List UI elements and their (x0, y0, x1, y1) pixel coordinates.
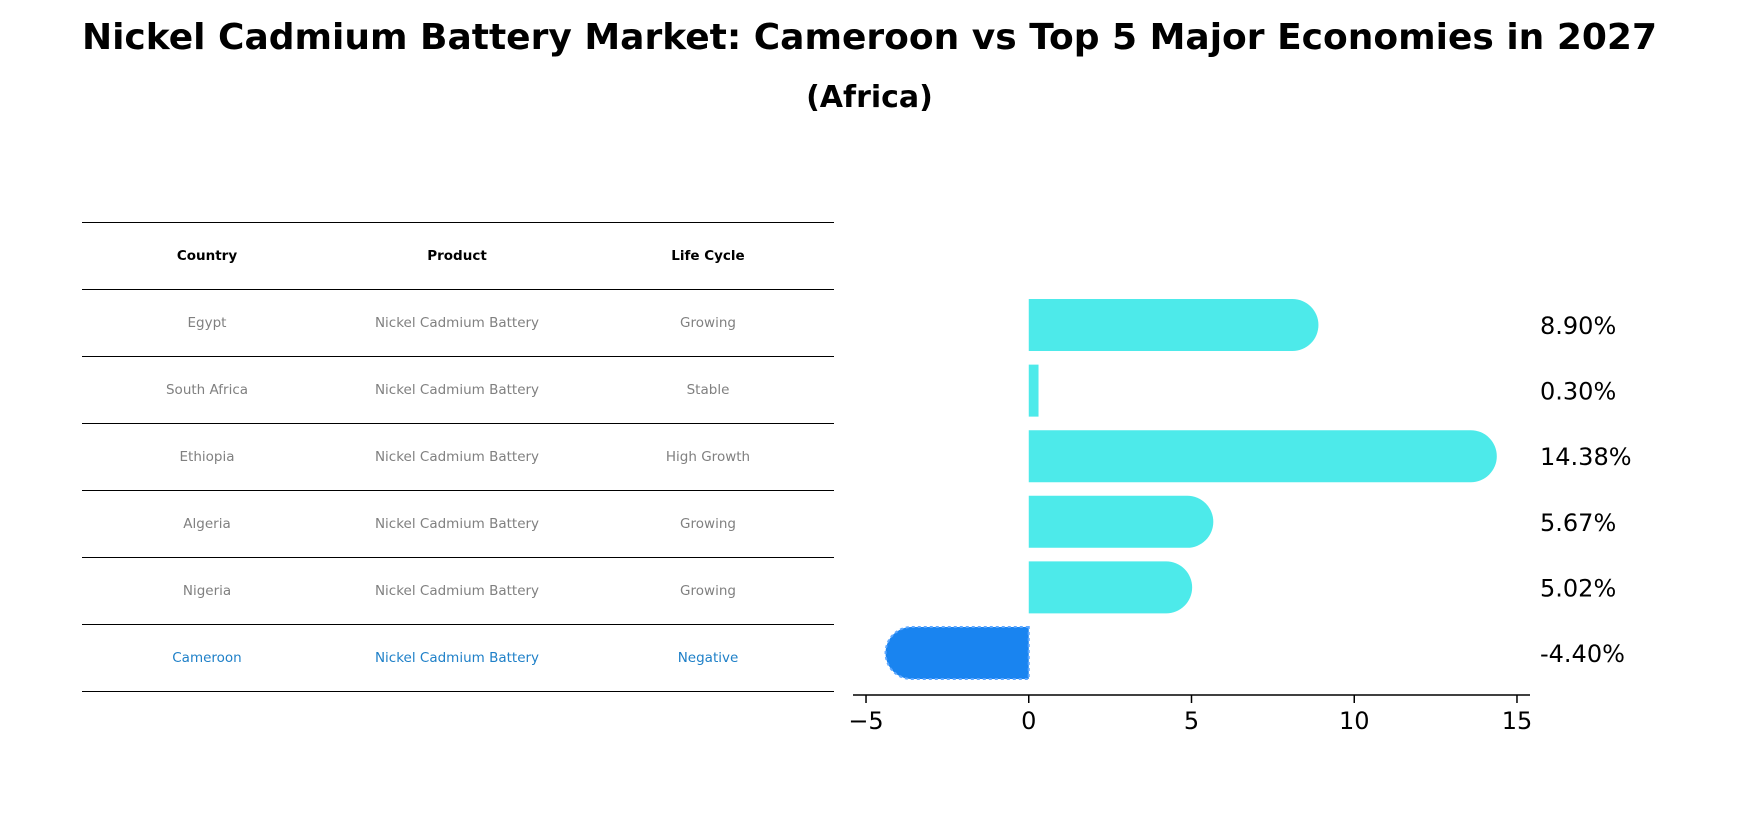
cell-life-cycle: Negative (582, 624, 834, 692)
bar-cameroon (884, 626, 1030, 680)
cell-product: Nickel Cadmium Battery (332, 624, 582, 692)
cell-country: South Africa (82, 356, 332, 424)
cell-country: Nigeria (82, 557, 332, 625)
cell-product: Nickel Cadmium Battery (332, 289, 582, 357)
bar-label-south-africa: 0.30% (1540, 378, 1616, 406)
cell-product: Nickel Cadmium Battery (332, 356, 582, 424)
chart-subtitle: (Africa) (806, 80, 933, 115)
cell-country: Ethiopia (82, 423, 332, 491)
cell-life-cycle: Growing (582, 289, 834, 357)
x-tick-label: 0 (1021, 707, 1036, 735)
table-row: Nigeria Nickel Cadmium Battery Growing (82, 557, 834, 625)
cell-life-cycle: High Growth (582, 423, 834, 491)
table-row: Algeria Nickel Cadmium Battery Growing (82, 490, 834, 558)
header-product: Product (332, 222, 582, 290)
table-row-highlight: Cameroon Nickel Cadmium Battery Negative (82, 624, 834, 692)
cell-product: Nickel Cadmium Battery (332, 423, 582, 491)
table-header-row: Country Product Life Cycle (82, 222, 834, 290)
cell-country: Cameroon (82, 624, 332, 692)
bar-ethiopia (1028, 430, 1497, 483)
bar-label-egypt: 8.90% (1540, 312, 1616, 340)
x-tick-label: 15 (1502, 707, 1533, 735)
bar-label-cameroon: -4.40% (1540, 640, 1625, 668)
bar-label-ethiopia: 14.38% (1540, 443, 1632, 471)
cell-product: Nickel Cadmium Battery (332, 557, 582, 625)
cell-life-cycle: Growing (582, 490, 834, 558)
bar-algeria (1028, 495, 1214, 548)
cell-life-cycle: Growing (582, 557, 834, 625)
header-country: Country (82, 222, 332, 290)
x-tick-label: 10 (1339, 707, 1370, 735)
cell-country: Algeria (82, 490, 332, 558)
country-table: Country Product Life Cycle Egypt Nickel … (82, 222, 834, 692)
cell-life-cycle: Stable (582, 356, 834, 424)
x-tick-label: −5 (848, 707, 883, 735)
chart-title: Nickel Cadmium Battery Market: Cameroon … (81, 17, 1658, 58)
bar-egypt (1028, 299, 1319, 351)
bar-south-africa (1028, 364, 1039, 417)
cell-product: Nickel Cadmium Battery (332, 490, 582, 558)
header-life-cycle: Life Cycle (582, 222, 834, 290)
bar-label-algeria: 5.67% (1540, 509, 1616, 537)
bar-nigeria (1028, 561, 1193, 614)
x-tick-label: 5 (1184, 707, 1199, 735)
cell-country: Egypt (82, 289, 332, 357)
table-row: South Africa Nickel Cadmium Battery Stab… (82, 356, 834, 424)
table-row: Ethiopia Nickel Cadmium Battery High Gro… (82, 423, 834, 491)
bar-label-nigeria: 5.02% (1540, 574, 1616, 602)
table-row: Egypt Nickel Cadmium Battery Growing (82, 289, 834, 357)
